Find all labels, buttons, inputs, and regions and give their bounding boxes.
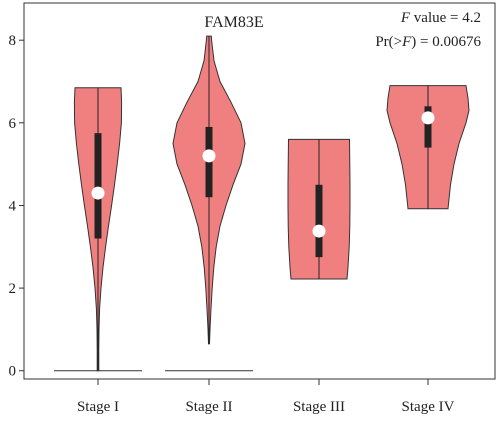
f-value-annotation: F value = 4.2: [400, 10, 481, 26]
x-tick-label-3: Stage III: [293, 399, 345, 415]
violin-median-dot-1: [91, 186, 105, 200]
violin-median-dot-3: [312, 224, 326, 238]
violins-layer: [54, 35, 470, 372]
x-tick-label-4: Stage IV: [402, 399, 455, 415]
axes-layer: 0 2 4 6 8 Stage I Stage II Stage III Stage IV: [9, 33, 455, 415]
y-tick-label-4: 4: [9, 198, 17, 214]
p-prefix: Pr(>: [375, 34, 402, 50]
f-value-text: value = 4.2: [410, 10, 481, 26]
p-value-text: ) = 0.00676: [411, 34, 481, 50]
f-symbol: F: [400, 10, 411, 26]
violin-iqr-box-4: [424, 106, 432, 148]
violin-2: [165, 35, 253, 372]
chart-title: FAM83E: [204, 14, 263, 31]
y-tick-label-8: 8: [9, 33, 17, 49]
y-tick-label-6: 6: [9, 116, 17, 132]
violin-1: [54, 87, 142, 372]
violin-4: [386, 85, 470, 210]
violin-iqr-box-3: [315, 184, 323, 258]
violin-3: [287, 138, 351, 280]
plot-frame: [23, 2, 496, 380]
p-value-annotation: Pr(>F) = 0.00676: [375, 34, 481, 50]
violin-median-dot-4: [421, 111, 435, 125]
violin-iqr-box-1: [94, 133, 102, 239]
y-tick-label-2: 2: [9, 281, 17, 297]
violin-median-dot-2: [202, 149, 216, 163]
x-tick-label-1: Stage I: [77, 399, 119, 415]
p-f-symbol: F: [401, 34, 412, 50]
x-tick-label-2: Stage II: [185, 399, 232, 415]
y-tick-label-0: 0: [9, 364, 17, 380]
